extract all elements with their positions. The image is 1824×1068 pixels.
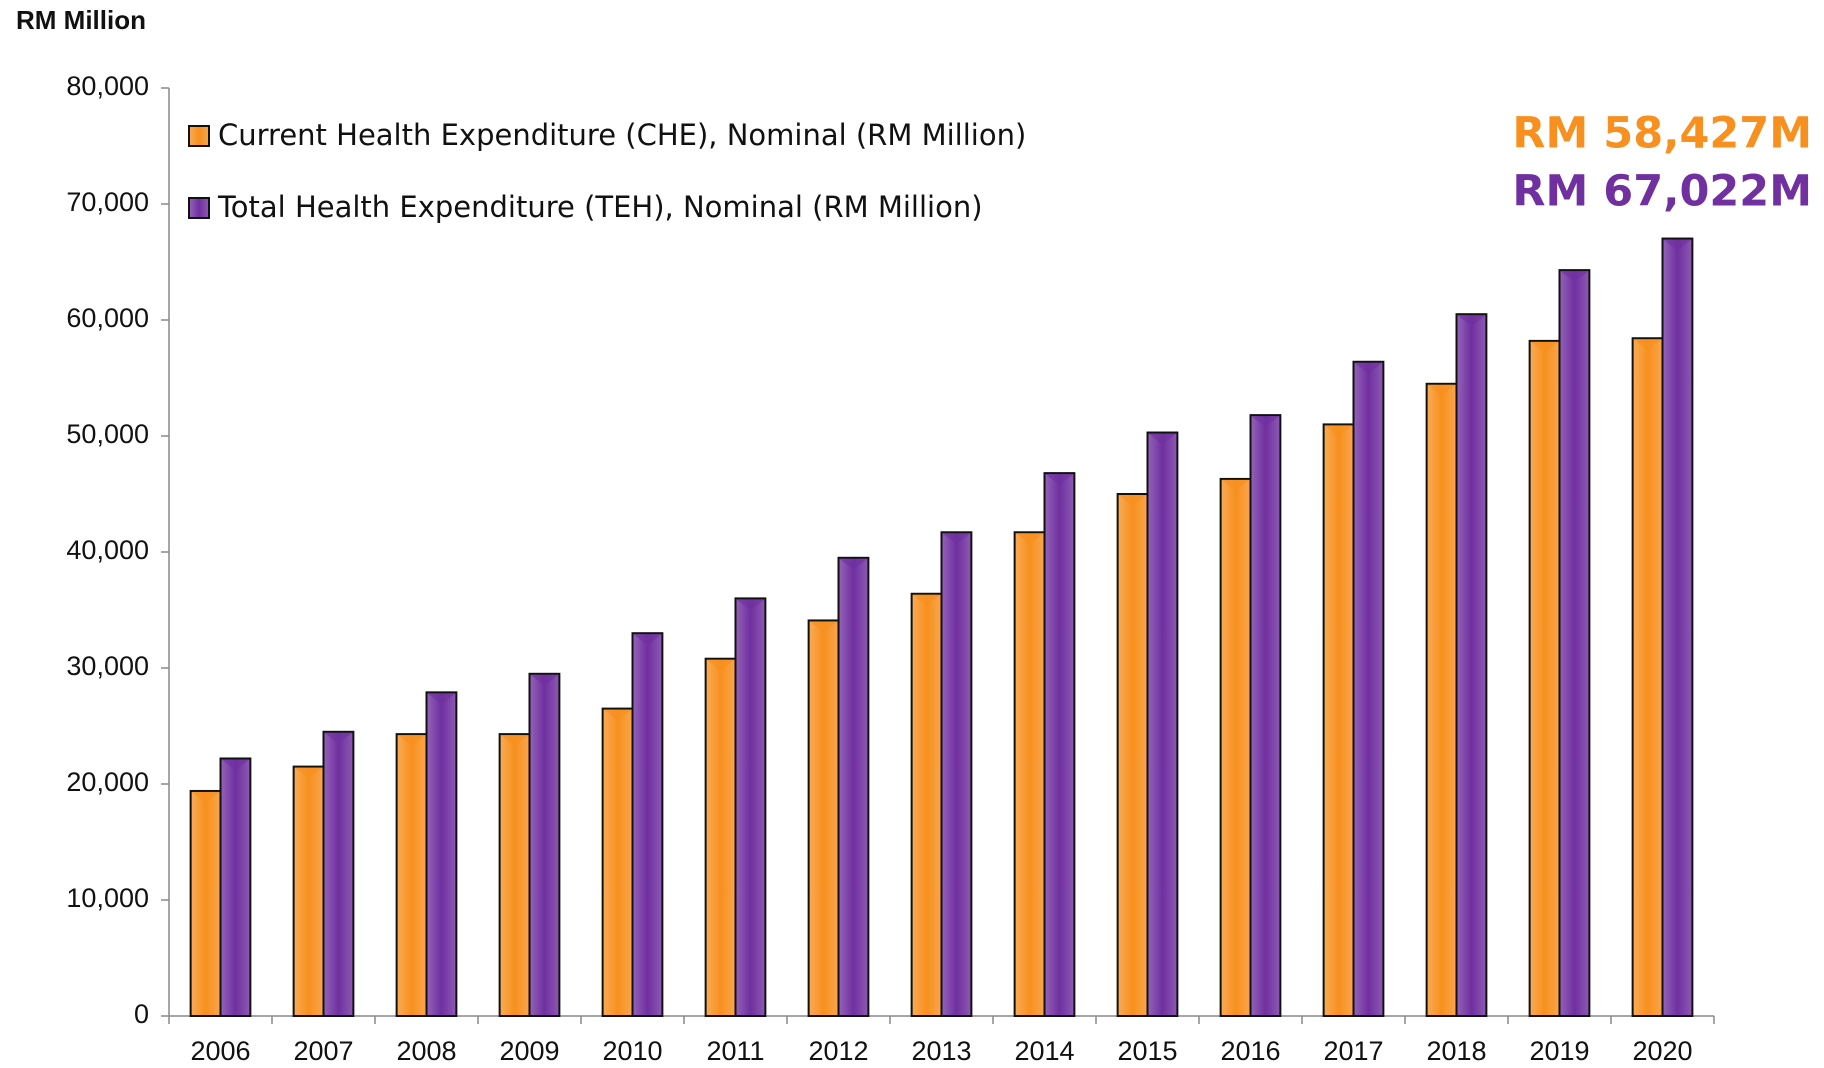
bar (498, 733, 531, 1017)
bar-bevel (294, 767, 323, 779)
bar-bevel (397, 735, 426, 747)
bar (1146, 431, 1179, 1017)
bar-bevel (1118, 495, 1147, 506)
bar-bevel (324, 732, 353, 744)
bar (1661, 237, 1694, 1017)
y-tick-label: 50,000 (66, 419, 149, 449)
y-tick-label: 0 (134, 999, 149, 1029)
bar-bevel (1427, 384, 1456, 396)
y-tick-label: 20,000 (66, 767, 149, 797)
bar (1043, 472, 1076, 1017)
bar (704, 657, 737, 1017)
annotation: RM 58,427M (1512, 109, 1812, 159)
legend-label: Current Health Expenditure (CHE), Nomina… (218, 118, 1026, 152)
bar (1528, 339, 1561, 1017)
x-tick-label: 2010 (602, 1036, 662, 1066)
bar-bevel (1324, 425, 1353, 437)
y-tick-label: 40,000 (66, 535, 149, 565)
bar-bevel (839, 558, 868, 570)
bar-bevel (1251, 416, 1280, 428)
x-tick-label: 2017 (1323, 1036, 1383, 1066)
x-tick-label: 2016 (1220, 1036, 1280, 1066)
bar-bevel (1354, 362, 1383, 374)
x-tick-label: 2008 (396, 1036, 456, 1066)
y-tick-label: 60,000 (66, 303, 149, 333)
bar (1455, 313, 1488, 1017)
bar (425, 691, 458, 1017)
annotation: RM 67,022M (1512, 167, 1812, 217)
bar (910, 592, 943, 1017)
bar (1219, 477, 1252, 1018)
bar-bevel (1560, 271, 1589, 283)
bar (601, 707, 634, 1017)
bar-bevel (427, 693, 456, 705)
y-tick-label: 30,000 (66, 651, 149, 681)
bar (1116, 493, 1149, 1017)
bar-bevel (500, 735, 529, 747)
bar (219, 757, 252, 1017)
x-tick-label: 2011 (706, 1036, 764, 1066)
x-tick-label: 2014 (1014, 1036, 1074, 1066)
legend-swatch (188, 125, 210, 147)
bar (322, 730, 355, 1017)
x-tick-label: 2018 (1426, 1036, 1486, 1066)
y-axis-label: RM Million (16, 5, 146, 35)
bar-bevel (912, 594, 941, 606)
x-tick-label: 2012 (808, 1036, 868, 1066)
bar (395, 733, 428, 1017)
bar (631, 632, 664, 1017)
bar (292, 765, 325, 1017)
bar-bevel (191, 791, 220, 803)
bar (1013, 531, 1046, 1018)
bar (528, 672, 561, 1017)
bar-bevel (1045, 474, 1074, 486)
legend-swatch (188, 197, 210, 219)
y-tick-label: 10,000 (66, 883, 149, 913)
legend-label: Total Health Expenditure (TEH), Nominal … (217, 190, 983, 224)
bar-bevel (1663, 239, 1692, 251)
bar-bevel (1530, 341, 1559, 353)
bar (940, 531, 973, 1018)
x-tick-label: 2006 (190, 1036, 250, 1066)
bar-bevel (1457, 315, 1486, 327)
bar (1352, 360, 1385, 1017)
bar (1631, 337, 1664, 1017)
x-tick-label: 2013 (911, 1036, 971, 1066)
x-tick-label: 2020 (1632, 1036, 1692, 1066)
bar-bevel (1148, 433, 1177, 445)
bar-bevel (1015, 533, 1044, 545)
bar (837, 556, 870, 1017)
bar-bevel (633, 634, 662, 646)
bar (1249, 414, 1282, 1017)
bar-bevel (809, 621, 838, 633)
bar-bevel (706, 659, 735, 671)
bar-bevel (942, 533, 971, 545)
x-tick-label: 2007 (293, 1036, 353, 1066)
bar-bevel (1221, 479, 1250, 491)
x-tick-label: 2009 (499, 1036, 559, 1066)
bar (734, 597, 767, 1018)
bar-bevel (736, 599, 765, 611)
y-tick-label: 80,000 (66, 71, 149, 101)
bar (807, 619, 840, 1017)
bar-bevel (221, 759, 250, 771)
bar-bevel (603, 709, 632, 721)
bar-bevel (1633, 339, 1662, 351)
x-tick-label: 2015 (1117, 1036, 1177, 1066)
bar (1558, 269, 1591, 1017)
bar-bevel (530, 674, 559, 686)
bar (1425, 382, 1458, 1017)
y-tick-label: 70,000 (66, 187, 149, 217)
bar (189, 789, 222, 1018)
bar (1322, 423, 1355, 1017)
x-tick-label: 2019 (1529, 1036, 1589, 1066)
